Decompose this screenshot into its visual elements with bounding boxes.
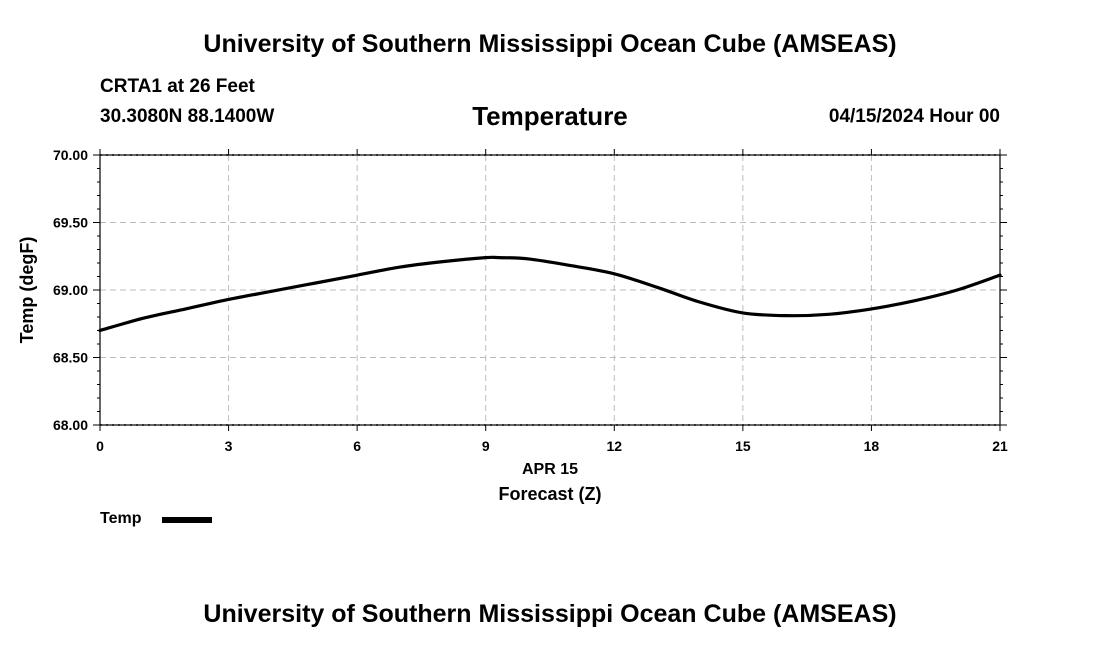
variable-title: Temperature (472, 101, 628, 131)
series-layer (98, 255, 1002, 333)
footer-title: University of Southern Mississippi Ocean… (203, 600, 897, 628)
y-tick-label: 69.50 (53, 215, 88, 231)
chart-grid (100, 154, 1000, 426)
forecast-datetime: 04/15/2024 Hour 00 (828, 106, 1000, 127)
x-tick-label: 12 (606, 438, 622, 454)
x-axis-date-label: APR 15 (522, 461, 578, 478)
y-tick-label: 70.00 (53, 147, 88, 163)
x-tick-label: 3 (225, 438, 233, 454)
y-tick-label: 68.00 (53, 417, 88, 433)
y-tick-label: 69.00 (53, 282, 88, 298)
y-axis-label: Temp (degF) (17, 237, 37, 344)
x-tick-label: 9 (482, 438, 490, 454)
x-tick-label: 21 (992, 438, 1008, 454)
x-tick-label: 0 (96, 438, 104, 454)
station-coordinates: 30.3080N 88.1400W (100, 106, 275, 127)
page-title: University of Southern Mississippi Ocean… (203, 30, 897, 58)
axis-ticks: 0 3 6 9 12 15 18 21 68.00 68.50 69.00 69.50 70.00 (53, 147, 1008, 454)
x-axis-label: Forecast (Z) (498, 484, 601, 504)
x-tick-label: 18 (864, 438, 880, 454)
y-tick-label: 68.50 (53, 350, 88, 366)
x-tick-label: 6 (353, 438, 361, 454)
legend-label: Temp (100, 510, 142, 527)
series-line-temp (98, 255, 1002, 333)
station-label: CRTA1 at 26 Feet (100, 76, 255, 97)
x-tick-label: 15 (735, 438, 751, 454)
